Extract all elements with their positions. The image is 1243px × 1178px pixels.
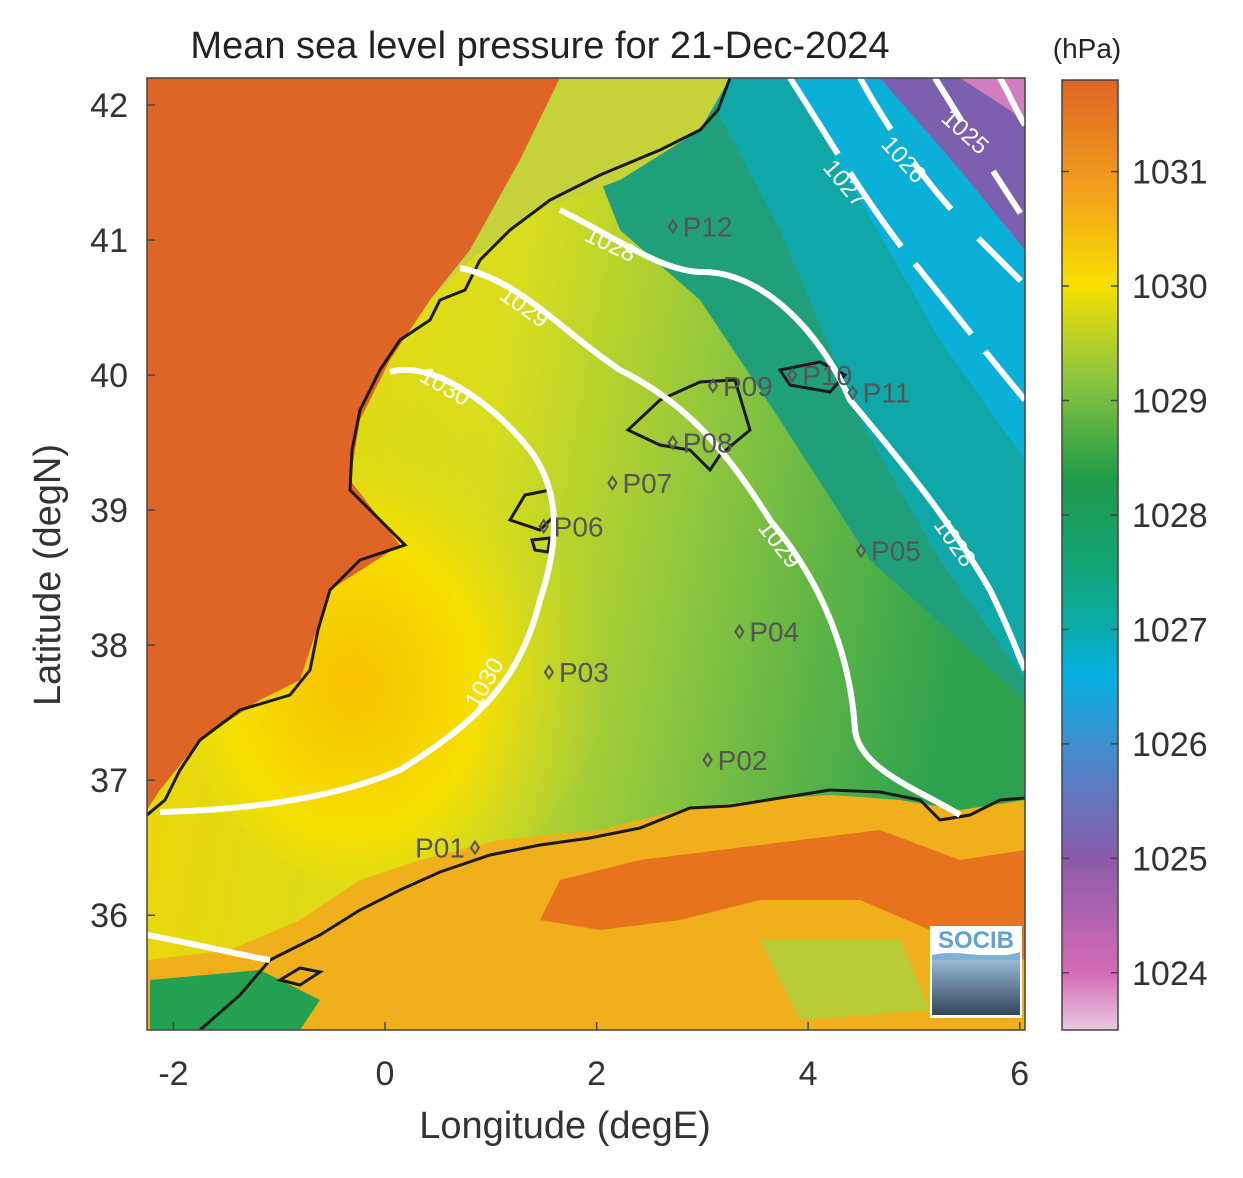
point-diamond [855, 542, 867, 559]
x-tick-label: 0 [376, 1055, 395, 1093]
map-frame [146, 77, 1026, 1031]
point-label: P07 [622, 468, 672, 499]
point-label: P10 [802, 360, 852, 391]
colorbar-tick-label: 1028 [1132, 497, 1208, 535]
point-label: P03 [559, 657, 609, 688]
point-marker-p10[interactable]: P10 [787, 360, 852, 391]
point-diamond [702, 752, 713, 768]
colorbar-ticks: 1024 1025 1026 1027 1028 1029 1030 1031 [1062, 154, 1208, 993]
x-axis-ticks: -2 0 2 4 6 [158, 1022, 1029, 1093]
point-diamond [787, 367, 798, 383]
point-marker-p07[interactable]: P07 [607, 468, 672, 499]
socib-logo: SOCIB [930, 926, 1022, 1018]
pressure-field: 1025 1026 1027 1028 1028 1029 1029 1030 … [147, 78, 1025, 1030]
point-label: P02 [718, 745, 768, 776]
colorbar-tick-label: 1029 [1132, 382, 1208, 420]
alboran-coast [276, 966, 324, 987]
x-tick-label: 4 [799, 1055, 818, 1093]
iberia-coast [147, 78, 732, 817]
point-diamond [707, 378, 719, 394]
y-tick-label: 38 [90, 627, 128, 665]
point-diamond [538, 518, 549, 535]
menorca-coast [777, 360, 848, 394]
point-marker-p12[interactable]: P12 [667, 212, 733, 243]
point-label: P05 [871, 536, 921, 567]
socib-logo-text: SOCIB [938, 927, 1014, 954]
points-layer: P01 P02 P03 P04 P05 P06 P07 P08 P09 P10 P11 P12 [415, 212, 921, 864]
band-1025 [880, 78, 1025, 250]
point-marker-p05[interactable]: P05 [855, 536, 921, 567]
y-tick-label: 40 [90, 357, 128, 395]
point-marker-p02[interactable]: P02 [702, 745, 768, 776]
point-diamond [734, 623, 745, 640]
point-marker-p08[interactable]: P08 [667, 428, 733, 459]
map-title: Mean sea level pressure for 21-Dec-2024 [190, 25, 889, 67]
point-label: P01 [415, 833, 465, 864]
point-label: P08 [683, 428, 733, 459]
x-axis-label: Longitude (degE) [419, 1105, 711, 1147]
point-marker-p03[interactable]: P03 [543, 657, 609, 688]
y-tick-label: 42 [90, 87, 128, 125]
point-label: P04 [749, 617, 799, 648]
y-axis-label: Latitude (degN) [27, 444, 69, 706]
y-axis-ticks: 36 37 38 39 40 41 42 [90, 87, 155, 935]
isobar-1029 [459, 265, 962, 818]
point-marker-p06[interactable]: P06 [538, 511, 604, 542]
isobar-1030 [159, 366, 557, 815]
mallorca-coast [625, 378, 752, 473]
africa-coast [199, 788, 1025, 1030]
point-diamond [469, 839, 481, 856]
point-diamond [607, 475, 618, 491]
colorbar-tick-label: 1030 [1132, 268, 1208, 306]
y-tick-label: 36 [90, 897, 128, 935]
isobar-1025 [932, 78, 1025, 222]
y-tick-label: 39 [90, 492, 128, 530]
point-diamond [847, 384, 858, 401]
formentera-coast [530, 536, 552, 554]
point-label: P06 [554, 511, 604, 542]
point-marker-p01[interactable]: P01 [415, 833, 481, 864]
colorbar [1061, 79, 1119, 1031]
colorbar-tick-label: 1027 [1132, 611, 1208, 649]
y-tick-label: 37 [90, 762, 128, 800]
colorbar-tick-label: 1025 [1132, 840, 1208, 878]
isobar-1026 [857, 78, 1025, 288]
isobar-1029-south [147, 932, 271, 963]
x-tick-label: 2 [587, 1055, 606, 1093]
x-tick-label: 6 [1010, 1055, 1029, 1093]
colorbar-tick-label: 1026 [1132, 726, 1208, 764]
point-label: P11 [863, 378, 911, 409]
point-marker-p09[interactable]: P09 [707, 371, 773, 402]
colorbar-tick-label: 1031 [1132, 154, 1208, 192]
point-label: P09 [723, 371, 773, 402]
isobar-1024 [997, 78, 1025, 127]
x-tick-label: -2 [158, 1055, 188, 1093]
colorbar-unit: (hPa) [1053, 33, 1121, 64]
y-tick-label: 41 [90, 222, 128, 260]
point-marker-p04[interactable]: P04 [734, 617, 799, 648]
isobar-1027 [787, 78, 1025, 402]
point-diamond [667, 218, 678, 235]
point-label: P12 [683, 212, 733, 243]
isobars [147, 78, 1025, 963]
colorbar-tick-label: 1024 [1132, 955, 1208, 993]
isobar-1028 [558, 207, 1025, 672]
point-diamond [667, 434, 678, 451]
point-diamond [543, 664, 555, 680]
point-marker-p11[interactable]: P11 [847, 378, 911, 409]
